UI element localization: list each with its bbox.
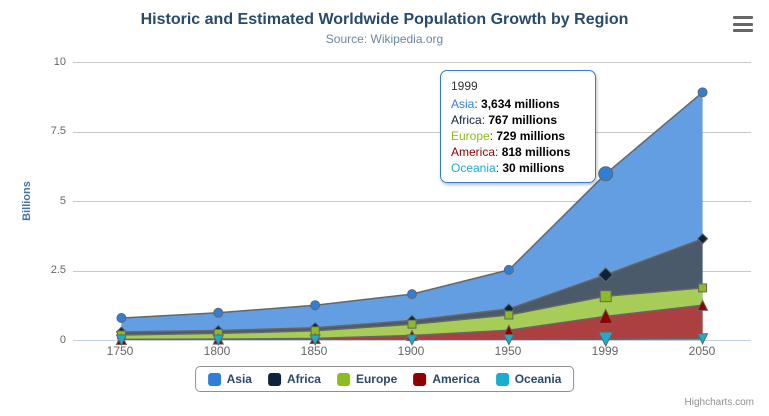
x-tick-label: 1850 bbox=[300, 344, 328, 358]
y-tick-label: 7.5 bbox=[50, 125, 66, 137]
america-swatch-icon bbox=[413, 372, 427, 386]
asia-marker[interactable] bbox=[116, 313, 127, 324]
asia-swatch-icon bbox=[207, 372, 221, 386]
tooltip-row: Europe: 729 millions bbox=[451, 129, 566, 143]
y-tick-label: 0 bbox=[59, 334, 66, 346]
africa-marker[interactable] bbox=[696, 233, 709, 245]
asia-marker[interactable] bbox=[598, 166, 614, 182]
tooltip-series-value: 729 millions bbox=[496, 129, 566, 143]
legend-item-europe[interactable]: Europe bbox=[336, 372, 398, 386]
europe-marker[interactable] bbox=[407, 319, 417, 329]
legend: Asia Africa Europe America Oceania bbox=[194, 366, 575, 392]
oceania-marker[interactable] bbox=[406, 334, 418, 346]
tooltip-row: Africa: 767 millions bbox=[451, 113, 558, 127]
legend-item-america[interactable]: America bbox=[413, 372, 480, 386]
africa-swatch-icon bbox=[267, 372, 281, 386]
america-area[interactable] bbox=[121, 305, 703, 340]
tooltip: 1999 Asia: 3,634 millions Africa: 767 mi… bbox=[440, 70, 596, 183]
tooltip-series-label: Africa bbox=[451, 113, 482, 127]
tooltip-series-label: Asia bbox=[451, 97, 475, 111]
hamburger-icon bbox=[733, 29, 753, 32]
asia-marker[interactable] bbox=[697, 87, 708, 98]
x-tick-label: 1800 bbox=[203, 344, 231, 358]
tooltip-series-value: 767 millions bbox=[488, 113, 558, 127]
europe-marker[interactable] bbox=[504, 310, 514, 320]
asia-marker[interactable] bbox=[213, 307, 224, 318]
europe-swatch-icon bbox=[336, 372, 350, 386]
y-tick-label: 5 bbox=[59, 195, 66, 207]
x-tick-label: 1750 bbox=[106, 344, 134, 358]
tooltip-header: 1999 bbox=[451, 79, 478, 93]
chart-title: Historic and Estimated Worldwide Populat… bbox=[140, 11, 629, 28]
tooltip-series-label: Oceania bbox=[451, 161, 496, 175]
chart-subtitle: Source: Wikipedia.org bbox=[325, 32, 444, 46]
x-tick-label: 1950 bbox=[494, 344, 522, 358]
oceania-marker[interactable] bbox=[597, 331, 614, 348]
oceania-marker[interactable] bbox=[696, 333, 709, 345]
legend-label: Europe bbox=[355, 372, 398, 386]
highcharts-credits-link[interactable]: Highcharts.com bbox=[684, 397, 754, 408]
tooltip-series-value: 30 millions bbox=[502, 161, 565, 175]
tooltip-series-label: Europe bbox=[451, 129, 490, 143]
oceania-swatch-icon bbox=[495, 372, 509, 386]
oceania-marker[interactable] bbox=[115, 334, 128, 347]
y-tick-label: 2.5 bbox=[50, 264, 66, 276]
america-marker[interactable] bbox=[597, 308, 614, 324]
hamburger-icon bbox=[733, 22, 753, 26]
oceania-marker[interactable] bbox=[503, 334, 515, 346]
y-tick-label: 10 bbox=[53, 56, 66, 68]
legend-label: Asia bbox=[226, 372, 252, 386]
asia-marker[interactable] bbox=[310, 300, 321, 311]
europe-marker[interactable] bbox=[599, 290, 612, 303]
africa-marker[interactable] bbox=[598, 267, 614, 283]
legend-item-africa[interactable]: Africa bbox=[267, 372, 321, 386]
export-menu-button[interactable] bbox=[733, 16, 753, 32]
legend-item-oceania[interactable]: Oceania bbox=[495, 372, 562, 386]
legend-label: America bbox=[432, 372, 480, 386]
x-tick-label: 1999 bbox=[591, 344, 619, 358]
america-marker[interactable] bbox=[696, 299, 709, 311]
asia-marker[interactable] bbox=[407, 289, 417, 300]
x-tick-label: 1900 bbox=[397, 344, 425, 358]
asia-area[interactable] bbox=[121, 92, 703, 340]
tooltip-series-label: America bbox=[451, 145, 496, 159]
europe-marker[interactable] bbox=[698, 283, 708, 293]
asia-marker[interactable] bbox=[503, 264, 514, 275]
tooltip-series-value: 818 millions bbox=[501, 145, 571, 159]
oceania-marker[interactable] bbox=[309, 334, 321, 347]
hamburger-icon bbox=[733, 16, 753, 19]
legend-label: Africa bbox=[286, 372, 321, 386]
legend-item-asia[interactable]: Asia bbox=[207, 372, 252, 386]
x-tick-label: 2050 bbox=[688, 344, 716, 358]
oceania-marker[interactable] bbox=[212, 334, 225, 347]
tooltip-row: Asia: 3,634 millions bbox=[451, 97, 560, 111]
legend-label: Oceania bbox=[514, 372, 562, 386]
tooltip-row: America: 818 millions bbox=[451, 145, 571, 159]
tooltip-series-value: 3,634 millions bbox=[481, 97, 560, 111]
tooltip-row: Oceania: 30 millions bbox=[451, 161, 565, 175]
